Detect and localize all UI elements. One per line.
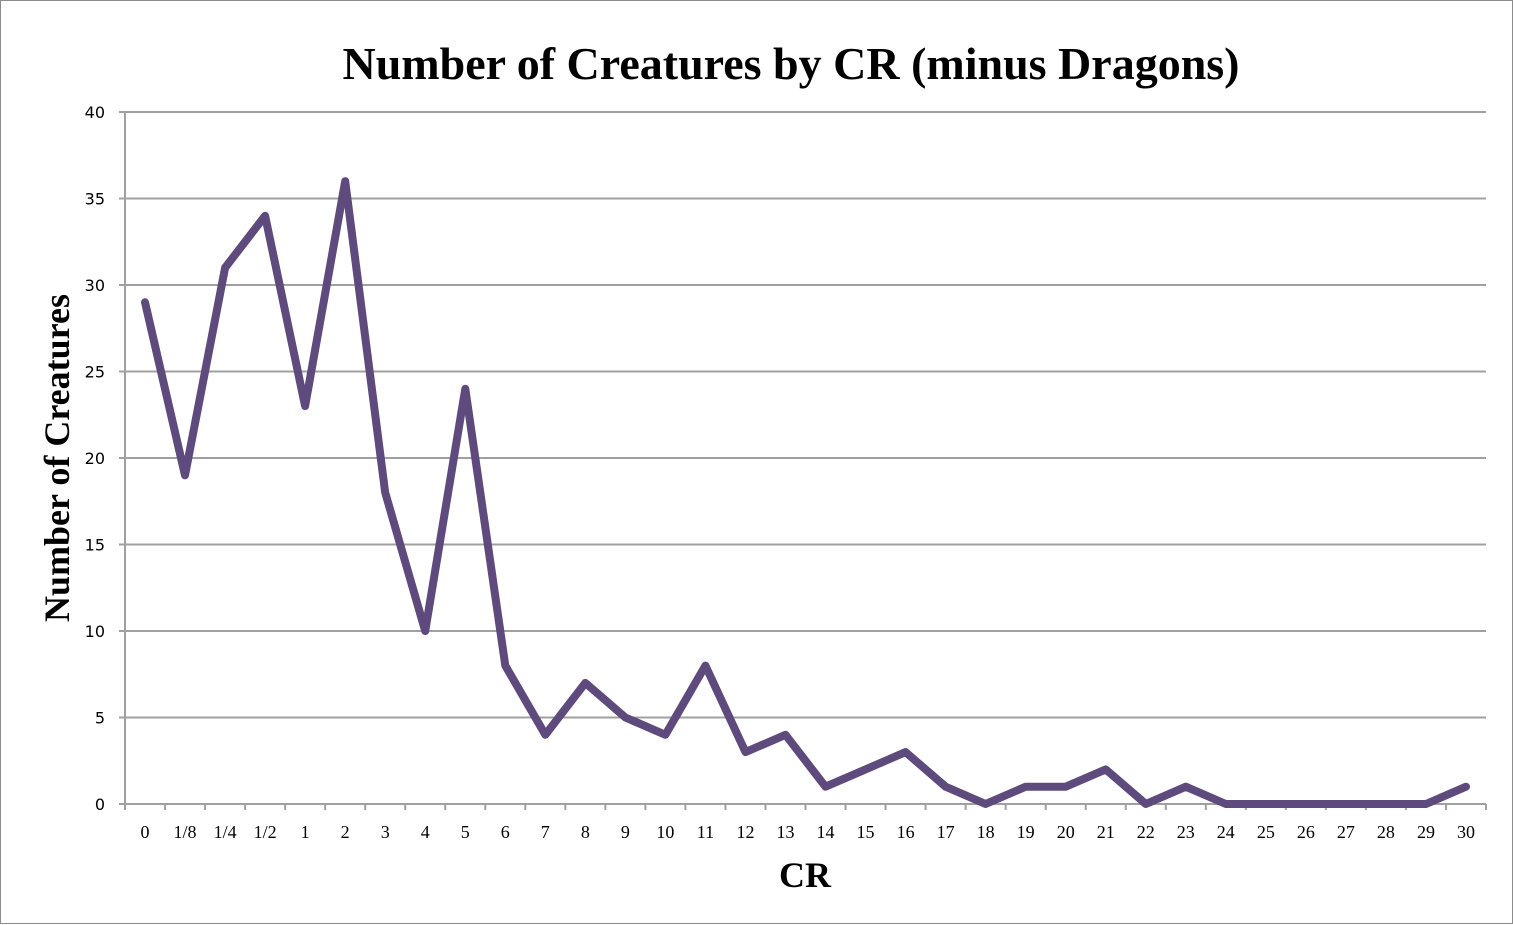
x-tick-label: 13 xyxy=(776,822,794,842)
y-tick-label: 20 xyxy=(85,449,105,468)
x-tick-label: 28 xyxy=(1377,822,1395,842)
x-tick-label: 9 xyxy=(621,822,630,842)
x-tick-label: 14 xyxy=(817,822,835,842)
y-tick-label: 25 xyxy=(85,363,105,382)
x-tick-label: 11 xyxy=(697,822,714,842)
x-tick-label: 12 xyxy=(736,822,754,842)
chart-title: Number of Creatures by CR (minus Dragons… xyxy=(343,38,1240,89)
x-tick-label: 22 xyxy=(1137,822,1155,842)
x-tick-label: 25 xyxy=(1257,822,1275,842)
x-tick-label: 1/8 xyxy=(174,822,197,842)
y-axis-title: Number of Creatures xyxy=(37,294,77,622)
x-tick-label: 15 xyxy=(857,822,875,842)
y-tick-label: 0 xyxy=(95,795,105,814)
x-tick-label: 1 xyxy=(301,822,310,842)
y-tick-label: 15 xyxy=(85,536,105,555)
x-tick-label: 17 xyxy=(937,822,955,842)
x-tick-label: 19 xyxy=(1017,822,1035,842)
x-tick-label: 0 xyxy=(141,822,150,842)
y-tick-label: 30 xyxy=(85,276,105,295)
x-tick-label: 16 xyxy=(897,822,915,842)
x-tick-label: 10 xyxy=(656,822,674,842)
x-tick-label: 3 xyxy=(381,822,390,842)
x-tick-label: 18 xyxy=(977,822,995,842)
x-tick-label: 1/2 xyxy=(254,822,277,842)
y-tick-label: 5 xyxy=(95,709,105,728)
x-tick-label: 21 xyxy=(1097,822,1115,842)
x-tick-label: 20 xyxy=(1057,822,1075,842)
x-axis-title: CR xyxy=(779,855,832,895)
x-tick-label: 23 xyxy=(1177,822,1195,842)
gridlines xyxy=(119,111,1487,810)
data-series-line xyxy=(141,177,1470,808)
x-tick-label: 7 xyxy=(541,822,550,842)
y-axis-ticks: 0 5 10 15 20 25 30 35 40 xyxy=(85,103,105,814)
y-tick-label: 35 xyxy=(85,190,105,209)
x-tick-label: 27 xyxy=(1337,822,1355,842)
x-tick-label: 8 xyxy=(581,822,590,842)
x-tick-label: 1/4 xyxy=(214,822,237,842)
y-tick-label: 10 xyxy=(85,622,105,641)
y-tick-label: 40 xyxy=(85,103,105,122)
x-tick-label: 6 xyxy=(501,822,510,842)
x-tick-label: 26 xyxy=(1297,822,1315,842)
x-tick-label: 4 xyxy=(421,822,430,842)
x-tick-label: 29 xyxy=(1417,822,1435,842)
x-tick-label: 5 xyxy=(461,822,470,842)
x-axis-ticks: 0 1/8 1/4 1/2 1 2 3 4 5 6 7 8 9 10 11 12 13 14 15 16 17 18 19 2… xyxy=(141,822,1475,842)
x-tick-label: 24 xyxy=(1217,822,1235,842)
x-tick-label: 30 xyxy=(1457,822,1475,842)
x-tick-label: 2 xyxy=(341,822,350,842)
